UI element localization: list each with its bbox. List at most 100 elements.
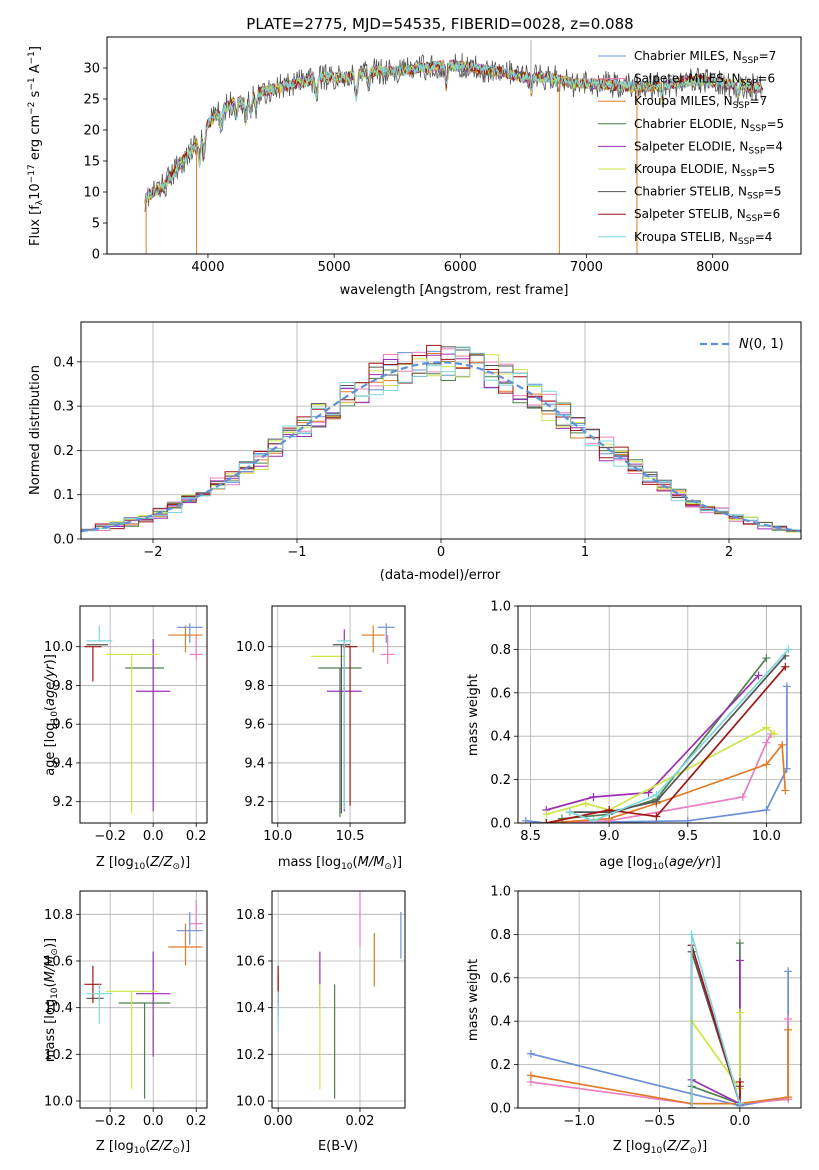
x-tick-label: 0.2 (186, 1114, 207, 1129)
histogram-salpeter-stelib (81, 344, 801, 539)
y-tick-label: 0.6 (490, 971, 511, 986)
plot-area (144, 40, 763, 254)
y-tick-label: 9.2 (244, 795, 265, 810)
residuals-panel: −2 −1 0 1 2 0.0 0.1 0.2 0.3 0.4 (53, 321, 802, 560)
weight-marker-salpeter-miles (762, 738, 771, 747)
weight-marker-chabrier-miles (526, 1049, 535, 1058)
mass-weight-vs-age-panel: 8.5 9.0 9.5 10.0 0.0 0.2 0.4 0.6 0.8 1.0 (490, 600, 802, 844)
weight-marker-salpeter-elodie (735, 956, 744, 965)
y-axis-label: Normed distribution (28, 365, 43, 495)
spectrum-panel: 4000 5000 6000 7000 8000 0 5 10 15 20 25 30 (83, 36, 802, 275)
x-tick-label: 2 (725, 545, 733, 560)
x-tick-label: 9.0 (599, 829, 620, 844)
y-tick-label: 0.2 (490, 773, 511, 788)
axes-frame (271, 605, 406, 824)
y-tick-label: 9.8 (52, 679, 73, 694)
y-tick-label: 0.6 (490, 686, 511, 701)
weight-line-chabrier-stelib (569, 655, 786, 813)
y-tick-label: 10.8 (236, 908, 265, 923)
histogram-kroupa-stelib (81, 347, 801, 539)
legend-label: Salpeter ELODIE, NSSP=4 (634, 139, 783, 156)
legend-label: Kroupa STELIB, NSSP=4 (634, 230, 772, 247)
plot-area (526, 930, 793, 1108)
legend-label: Salpeter STELIB, NSSP=6 (634, 207, 780, 224)
plot-area (521, 645, 793, 823)
weight-marker-kroupa-elodie (542, 810, 551, 819)
plot-area (311, 623, 395, 818)
plot-area (81, 344, 801, 539)
y-tick-label: 10.6 (44, 955, 73, 970)
y-tick-label: 25 (83, 93, 100, 108)
legend-label: Chabrier MILES, NSSP=7 (634, 49, 776, 66)
axes-frame (79, 605, 208, 824)
weight-marker-chabrier-miles (782, 682, 791, 691)
y-tick-label: 0.8 (490, 928, 511, 943)
y-tick-label: 10.0 (236, 1095, 265, 1110)
y-tick-label: 10.4 (44, 1001, 73, 1016)
x-tick-label: −0.5 (644, 1114, 676, 1129)
weight-marker-salpeter-miles (738, 792, 747, 801)
plot-area (84, 623, 203, 814)
weight-marker-salpeter-stelib (652, 812, 661, 821)
weight-marker-salpeter-stelib (542, 819, 551, 823)
spectrum-line-kroupa-stelib (144, 60, 763, 204)
weight-line-chabrier-elodie (561, 657, 768, 820)
x-tick-label: 6000 (444, 260, 477, 275)
x-tick-label: 4000 (191, 260, 224, 275)
axes-frame (79, 890, 208, 1109)
x-tick-label: −0.2 (94, 829, 126, 844)
x-axis-label: wavelength [Angstrom, rest frame] (340, 283, 569, 298)
y-tick-label: 0 (92, 248, 100, 263)
legend-label: Chabrier STELIB, NSSP=5 (634, 185, 782, 202)
weight-marker-kroupa-stelib (589, 816, 598, 823)
x-axis-label: Z [log10(Z/Z⊙)] (96, 855, 190, 872)
axes-frame (517, 605, 802, 824)
plot-area (277, 891, 402, 1099)
y-axis-label-text: age [log10(age/yr)] (43, 654, 60, 776)
weight-marker-kroupa-elodie (762, 723, 771, 732)
weight-marker-kroupa-elodie (735, 1008, 744, 1017)
x-tick-label: 10.0 (263, 829, 292, 844)
x-tick-label: −2 (143, 545, 162, 560)
weight-marker-kroupa-miles (784, 1025, 793, 1034)
y-tick-label: 1.0 (490, 600, 511, 615)
weight-marker-kroupa-miles (784, 1093, 793, 1102)
y-tick-label: 10 (83, 186, 100, 201)
x-axis-label: mass [log10(M/M⊙)] (278, 855, 402, 872)
weight-marker-kroupa-stelib (687, 1104, 696, 1108)
y-tick-label: 0.0 (490, 817, 511, 832)
y-axis-label-text: mass [log10(M/M⊙)] (43, 938, 60, 1062)
x-tick-label: 8.5 (520, 829, 541, 844)
x-tick-label: 0.0 (143, 1114, 164, 1129)
mass-vs-ebv-panel: 0.00 0.02 10.0 10.2 10.4 10.6 10.8 (236, 890, 406, 1129)
y-tick-label: 20 (83, 124, 100, 139)
weight-line-kroupa-stelib (569, 648, 790, 822)
weight-marker-salpeter-miles (784, 1015, 793, 1024)
y-tick-label: 9.4 (244, 756, 265, 771)
weight-marker-salpeter-stelib (781, 662, 790, 671)
weight-marker-kroupa-stelib (687, 930, 696, 939)
weight-line-salpeter-miles (546, 733, 772, 823)
y-tick-label: 0.2 (53, 444, 74, 459)
y-axis-label: mass weight (466, 959, 481, 1041)
x-tick-label: −1 (287, 545, 306, 560)
x-tick-label: −1.0 (563, 1114, 595, 1129)
legend-label: Chabrier ELODIE, NSSP=5 (634, 117, 784, 134)
y-tick-label: 0.1 (53, 488, 74, 503)
mass-vs-z-panel: −0.2 0.0 0.2 10.0 10.2 10.4 10.6 10.8 (44, 890, 208, 1129)
x-tick-label: 8000 (696, 260, 729, 275)
y-tick-label: 10.8 (44, 908, 73, 923)
weight-marker-chabrier-elodie (735, 939, 744, 948)
y-axis-label: Flux [fλ10−17 erg cm−2 s−1 A−1] (27, 46, 45, 246)
y-tick-label: 0.4 (490, 1015, 511, 1030)
y-tick-label: 10.4 (236, 1001, 265, 1016)
y-axis-label-text: mass weight (466, 674, 481, 756)
legend: Chabrier MILES, NSSP=7 Salpeter MILES, NS… (598, 49, 784, 247)
x-tick-label: 0.2 (186, 829, 207, 844)
weight-marker-chabrier-miles (521, 816, 530, 823)
weight-marker-salpeter-elodie (754, 671, 763, 680)
axes-frame (106, 36, 802, 255)
weight-marker-kroupa-miles (526, 1071, 535, 1080)
y-axis-label-text: Flux [fλ10−17 erg cm−2 s−1 A−1] (27, 46, 45, 246)
